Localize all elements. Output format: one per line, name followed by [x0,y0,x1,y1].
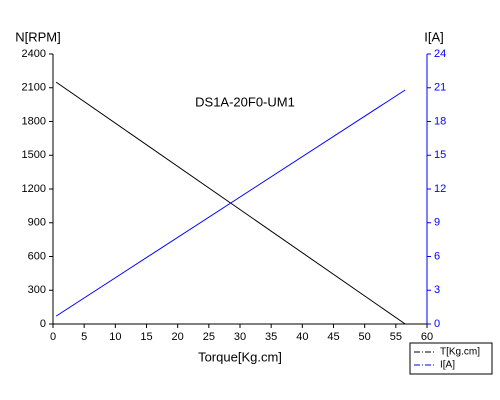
y-tick-label: 300 [28,284,46,296]
x-axis-label: Torque[Kg.cm] [198,349,282,364]
x-tick-label: 0 [50,331,56,343]
y2-tick-label: 0 [434,318,440,330]
x-tick-label: 50 [359,331,371,343]
y2-tick-label: 3 [434,284,440,296]
y-tick-label: 0 [40,318,46,330]
legend-label: I[A] [440,360,455,371]
y-tick-label: 1200 [22,183,46,195]
y2-tick-label: 15 [434,149,446,161]
x-tick-label: 45 [327,331,339,343]
x-tick-label: 60 [421,331,433,343]
x-tick-label: 25 [203,331,215,343]
x-tick-label: 15 [140,331,152,343]
series-line [55,89,406,317]
y-axis-label: N[RPM] [15,29,61,44]
y-tick-label: 900 [28,217,46,229]
y2-tick-label: 6 [434,250,440,262]
legend-label: T[Kg.cm] [440,347,480,358]
x-tick-label: 40 [296,331,308,343]
y-tick-label: 2400 [22,48,46,60]
x-tick-label: 30 [234,331,246,343]
y-tick-label: 600 [28,250,46,262]
y2-tick-label: 18 [434,115,446,127]
x-tick-label: 5 [81,331,87,343]
x-tick-label: 10 [109,331,121,343]
y2-tick-label: 21 [434,82,446,94]
y2-tick-label: 24 [434,48,446,60]
y2-axis-label: I[A] [424,29,444,44]
y2-tick-label: 9 [434,217,440,229]
y2-tick-label: 12 [434,183,446,195]
x-tick-label: 55 [390,331,402,343]
y-tick-label: 1800 [22,115,46,127]
y-tick-label: 2100 [22,82,46,94]
y-tick-label: 1500 [22,149,46,161]
x-tick-label: 35 [265,331,277,343]
legend-box [409,342,493,375]
x-tick-label: 20 [172,331,184,343]
annotation: DS1A-20F0-UM1 [195,94,295,109]
